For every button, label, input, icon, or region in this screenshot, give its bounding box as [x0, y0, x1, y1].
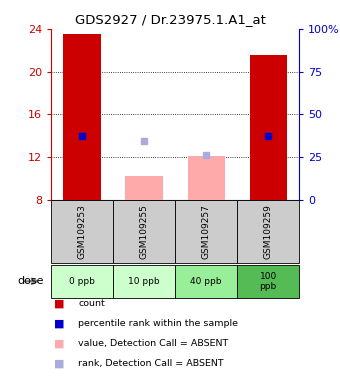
- Bar: [113, 200, 175, 263]
- Bar: [188, 156, 225, 200]
- Bar: [175, 265, 237, 298]
- Bar: [175, 200, 237, 263]
- Text: ■: ■: [54, 318, 65, 329]
- Bar: [64, 34, 101, 200]
- Text: rank, Detection Call = ABSENT: rank, Detection Call = ABSENT: [78, 359, 224, 368]
- Bar: [237, 200, 299, 263]
- Text: percentile rank within the sample: percentile rank within the sample: [78, 319, 238, 328]
- Bar: [51, 200, 113, 263]
- Text: GSM109253: GSM109253: [78, 204, 86, 259]
- Text: 10 ppb: 10 ppb: [128, 277, 160, 286]
- Text: 0 ppb: 0 ppb: [69, 277, 95, 286]
- Text: GSM109255: GSM109255: [140, 204, 149, 259]
- Bar: [51, 265, 113, 298]
- Text: GSM109257: GSM109257: [202, 204, 210, 259]
- Text: GSM109259: GSM109259: [264, 204, 273, 259]
- Text: ■: ■: [54, 298, 65, 308]
- Bar: [237, 265, 299, 298]
- Text: GDS2927 / Dr.23975.1.A1_at: GDS2927 / Dr.23975.1.A1_at: [74, 13, 266, 26]
- Bar: [125, 176, 163, 200]
- Bar: [250, 56, 287, 200]
- Text: count: count: [78, 299, 105, 308]
- Text: 100
ppb: 100 ppb: [259, 271, 277, 291]
- Text: 40 ppb: 40 ppb: [190, 277, 222, 286]
- Bar: [113, 265, 175, 298]
- Text: ■: ■: [54, 359, 65, 369]
- Text: dose: dose: [18, 276, 44, 286]
- Text: value, Detection Call = ABSENT: value, Detection Call = ABSENT: [78, 339, 228, 348]
- Text: ■: ■: [54, 339, 65, 349]
